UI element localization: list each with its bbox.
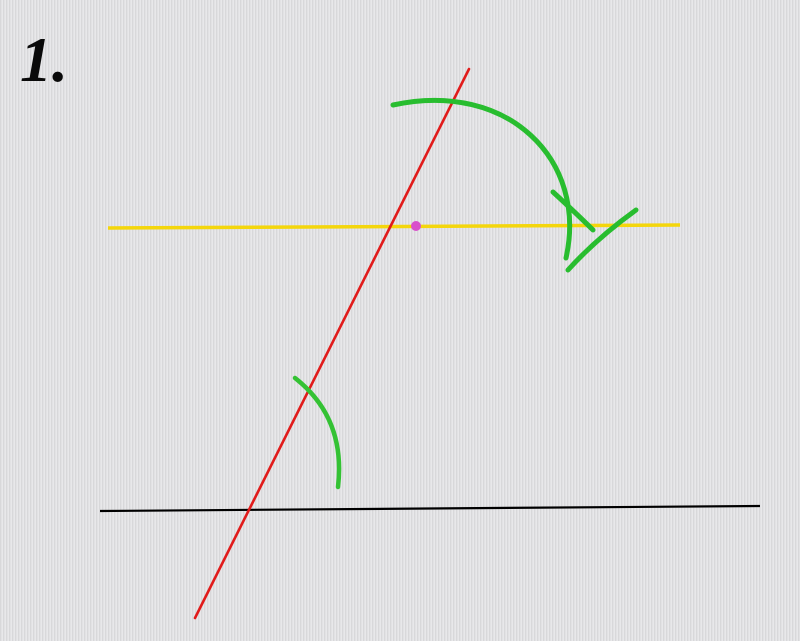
line-yellow-horizontal — [108, 225, 680, 228]
intersection-point — [411, 221, 421, 231]
arc-lower-angle — [295, 378, 339, 487]
line-black-horizontal — [100, 506, 760, 511]
line-red-transversal — [195, 69, 469, 618]
problem-number-label: 1. — [20, 28, 68, 92]
geometry-diagram — [0, 0, 800, 641]
arc-upper-angle — [393, 100, 570, 258]
